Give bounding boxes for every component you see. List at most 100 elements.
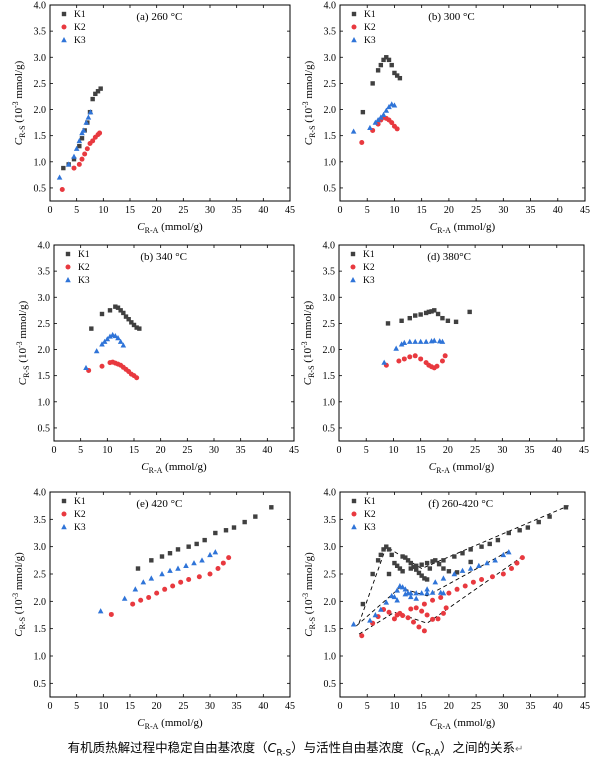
data-point-k1 [411,564,416,570]
data-point-k2 [146,595,152,601]
y-axis-label: CR-S (10-3 mmol/g) [300,300,316,385]
data-point-k2 [435,616,441,622]
plot-frame [339,4,586,202]
data-point-k1 [115,305,121,310]
data-point-k3 [391,593,398,600]
data-point-k1 [93,91,98,97]
data-point-k1 [446,569,452,574]
data-point-k2 [99,363,105,369]
data-point-k3 [413,590,420,596]
data-point-k3 [432,579,439,585]
y-tick-label: 2.5 [34,79,47,90]
y-tick-label: 2.5 [323,319,336,330]
x-tick-label: 0 [52,445,57,456]
caption-return-mark: ↵ [515,744,524,755]
data-point-k3 [398,341,405,347]
y-tick-label: 2.0 [323,345,336,356]
data-point-k1 [440,315,445,321]
data-point-k3 [380,111,387,117]
data-point-k1 [403,555,408,560]
y-tick-label: 2.0 [34,105,47,116]
x-tick-label: 5 [365,205,370,216]
y-axis-label-var: C [13,629,25,637]
chart-panel-1: 0 5 10 15 20 25 30 35 40 45 0.5 1.0 1.5 2.0 2.5 3.0 3.5 4… [11,1,295,236]
y-axis-label-unit-1: (10 [303,108,315,126]
legend-label-k1: K1 [363,250,375,260]
data-point-k1 [385,321,391,326]
legend-marker-k3 [351,524,357,530]
data-point-k2 [479,576,485,582]
y-tick-label: 2.5 [324,570,337,581]
x-tick-label: 45 [580,205,590,216]
x-tick-label: 10 [98,205,108,216]
chart-panel-2: 0 5 10 15 20 25 30 35 40 45 0.5 1.0 1.5 2.0 2.5 3.0 3.5 4… [301,1,590,236]
y-axis-label-unit-2: mmol/g) [17,300,29,341]
legend-marker-k3 [351,37,357,43]
data-point-k1 [159,554,165,559]
y-tick-label: 1.0 [324,157,337,168]
data-point-k3 [93,348,100,354]
data-point-k3 [99,341,105,347]
y-axis-label: CR-S (10-3 mmol/g) [301,60,317,145]
plot-frame [339,491,586,698]
data-point-k1 [378,552,384,558]
y-tick-label: 0.5 [324,183,337,194]
y-axis-label-var: C [302,377,314,385]
data-point-k1 [419,562,424,567]
legend-marker-k1 [61,11,67,17]
data-point-k1 [107,308,113,313]
x-tick-label: 30 [497,445,507,456]
data-point-k1 [389,62,394,68]
x-tick-label: 5 [365,701,370,712]
data-point-k3 [407,590,414,596]
data-point-k1 [392,560,397,566]
panel-label: (b) 300 °C [428,11,475,23]
x-tick-label: 35 [526,205,536,216]
x-tick-label: 15 [417,205,427,216]
data-point-k3 [402,586,409,592]
data-point-k2 [440,610,446,616]
data-point-k2 [470,579,476,585]
legend-marker-k3 [61,524,67,530]
data-point-k3 [97,608,104,614]
x-tick-label: 40 [258,701,268,712]
legend-label-k2: K2 [74,23,86,33]
legend-label-k1: K1 [364,10,376,20]
x-tick-label: 5 [74,701,79,712]
x-tick-label: 45 [579,445,589,456]
y-tick-label: 1.5 [34,624,47,635]
data-point-k1 [381,547,386,552]
data-point-k2 [434,363,440,369]
data-point-k3 [367,124,373,131]
x-tick-label: 45 [285,701,295,712]
fit-line-k2 [358,556,523,635]
data-point-k2 [411,619,416,625]
data-point-k1 [423,310,429,316]
data-point-k2 [407,354,413,360]
y-tick-label: 0.5 [38,423,51,434]
y-tick-label: 1.5 [34,131,47,142]
data-point-k1 [433,558,438,563]
x-tick-label: 10 [98,701,108,712]
data-point-k1 [186,544,191,549]
x-tick-label: 20 [444,701,454,712]
data-point-k1 [386,547,392,552]
y-tick-label: 0.5 [34,183,47,194]
data-point-k3 [412,338,419,344]
x-tick-label: 15 [125,701,135,712]
panel-label: (e) 420 °C [136,498,182,510]
data-point-k1 [408,560,413,566]
data-point-k2 [424,612,430,618]
data-point-k3 [212,549,219,555]
x-axis-label-var: C [430,221,438,233]
data-point-k2 [421,601,427,607]
data-point-k1 [468,547,473,552]
data-point-k3 [85,114,92,120]
legend-marker-k3 [350,277,356,283]
data-point-k2 [396,358,402,364]
data-point-k3 [79,130,85,136]
x-tick-label: 10 [388,445,398,456]
data-point-k1 [386,57,392,63]
y-axis-label-var: C [13,137,25,145]
plot-frame [338,244,585,442]
